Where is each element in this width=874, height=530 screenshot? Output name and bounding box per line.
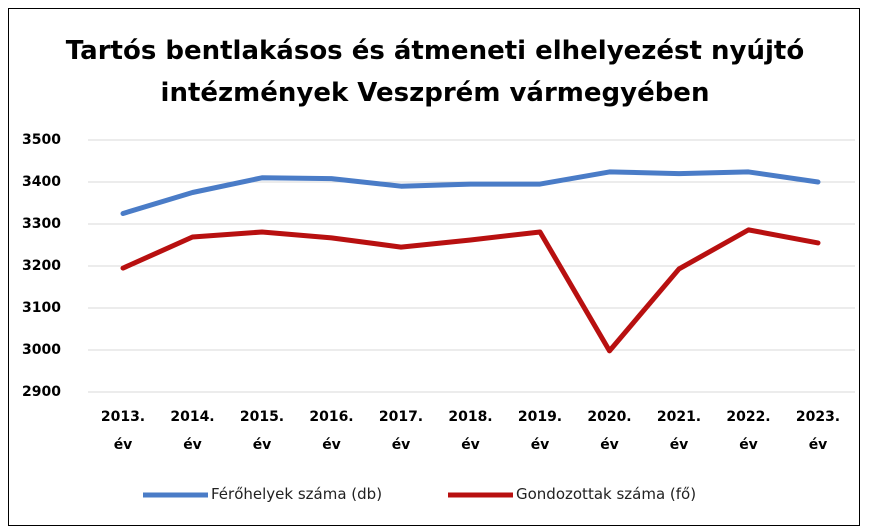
x-tick-label: 2013. év [100,409,146,453]
chart-border [8,8,860,526]
x-tick-label: 2017. év [378,409,424,453]
x-tick-label: 2020. év [587,409,632,453]
x-tick-label: 2019. év [517,409,563,453]
y-tick-label: 3200 [22,258,61,274]
x-tick-label: 2022. év [726,409,771,453]
series-line [120,169,821,216]
x-tick-label: 2018. év [448,409,493,453]
y-tick-label: 3000 [22,342,61,358]
series-line [120,227,821,354]
y-tick-label: 3300 [22,216,61,232]
x-tick-label: 2021. év [656,409,702,453]
y-tick-label: 2900 [22,384,61,400]
legend-label: Gondozottak száma (fő) [516,485,697,503]
legend-label: Férőhelyek száma (db) [211,485,383,503]
y-tick-label: 3100 [22,300,61,316]
x-tick-label: 2016. év [309,409,354,453]
x-tick-label: 2014. év [170,409,215,453]
y-tick-label: 3500 [22,132,61,148]
x-tick-label: 2015. év [239,409,285,453]
chart-title: Tartós bentlakásos és átmeneti elhelyezé… [65,36,805,108]
x-tick-label: 2023. év [795,409,841,453]
y-tick-label: 3400 [22,174,61,190]
